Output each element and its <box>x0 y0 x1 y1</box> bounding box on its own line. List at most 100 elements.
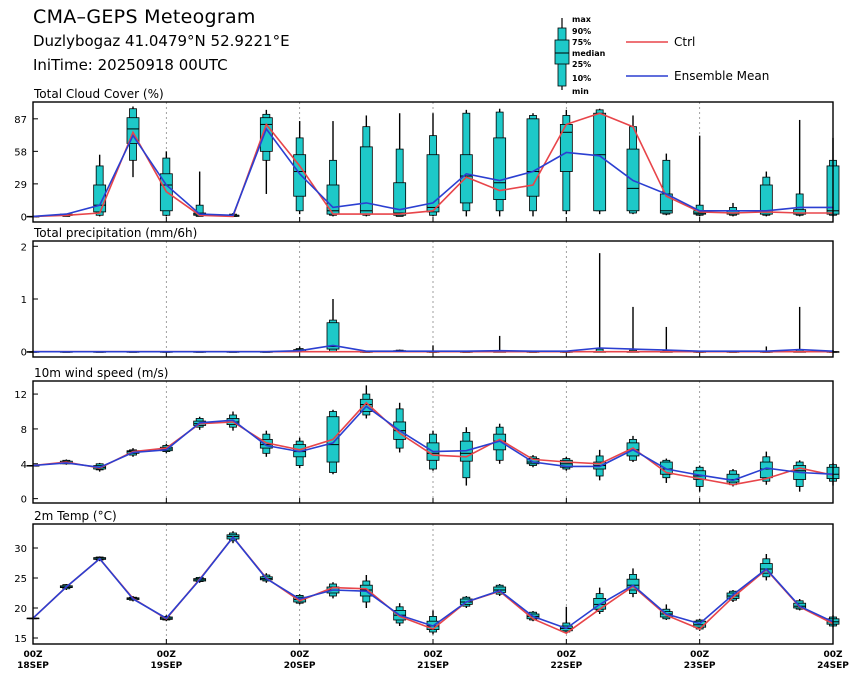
ensemble-mean-line <box>32 405 834 482</box>
legend: max 90% 75% median 25% 10% min Ctrl Ensemble M… <box>554 15 769 96</box>
panel-1: Total Cloud Cover (%) 0 29 58 87 <box>14 87 840 223</box>
box-plot <box>759 554 773 581</box>
legend-box-label: 10% <box>572 74 591 83</box>
panel-title: Total precipitation (mm/6h) <box>33 226 197 240</box>
box-plot <box>659 326 673 353</box>
box-plot <box>526 113 540 217</box>
box-plot <box>693 135 707 217</box>
x-date-label: 22SEP <box>550 661 582 671</box>
x-hour-label: 00Z <box>423 650 443 660</box>
box-inner <box>326 322 340 350</box>
box-plot <box>659 458 673 483</box>
box-plot <box>626 568 640 598</box>
box-plot <box>326 299 340 353</box>
panel-frame <box>32 380 834 504</box>
y-tick-label: 0 <box>21 495 27 506</box>
box-plot <box>293 437 307 469</box>
ctrl-line <box>32 401 834 486</box>
box-inner <box>426 154 440 213</box>
box-plot <box>793 460 807 492</box>
page-title: CMA–GEPS Meteogram <box>33 6 256 28</box>
x-date-label: 18SEP <box>17 661 49 671</box>
ensemble-mean-line <box>32 127 833 218</box>
location-label: Duzlybogaz 41.0479°N 52.9221°E <box>33 32 290 50</box>
y-tick-label: 2 <box>21 242 27 253</box>
box-plot <box>359 115 373 217</box>
box-plot <box>726 202 740 217</box>
x-hour-label: 00Z <box>823 650 843 660</box>
box-inner <box>593 112 607 212</box>
panels: Total Cloud Cover (%) 0 29 58 87 Total precip… <box>14 87 840 645</box>
box-plot <box>759 171 773 217</box>
panel-3: 10m wind speed (m/s) 0 4 8 12 <box>14 366 840 506</box>
box-plot <box>626 115 640 215</box>
legend-box-label: 75% <box>572 38 591 47</box>
y-tick-label: 12 <box>14 390 27 401</box>
box-inner <box>259 117 273 152</box>
box-inner <box>493 137 507 200</box>
y-tick-label: 1 <box>21 295 27 306</box>
box-inner <box>526 118 540 197</box>
x-date-label: 24SEP <box>817 661 849 671</box>
x-hour-label: 00Z <box>557 650 577 660</box>
legend-box-label: 25% <box>572 60 591 69</box>
x-axis-labels: 00Z18SEP00Z19SEP00Z20SEP00Z21SEP00Z22SEP… <box>17 650 849 671</box>
panel-frame <box>32 240 834 358</box>
box-inner <box>393 182 407 216</box>
box-plot <box>493 335 507 353</box>
box-plot <box>626 306 640 353</box>
ctrl-line <box>32 112 833 218</box>
legend-box-label: min <box>572 87 589 96</box>
box-inner <box>326 184 340 215</box>
box-plot <box>793 306 807 353</box>
panel-title: 2m Temp (°C) <box>34 509 117 523</box>
panel-title: Total Cloud Cover (%) <box>33 87 164 101</box>
y-tick-label: 25 <box>14 574 27 585</box>
box-plot <box>426 113 440 217</box>
box-plot <box>493 584 507 596</box>
panel-title: 10m wind speed (m/s) <box>34 366 168 380</box>
box-plot <box>659 153 673 216</box>
box-plot <box>259 109 273 194</box>
legend-box-symbol: max 90% 75% median 25% 10% min <box>554 15 606 96</box>
box-plot <box>493 108 507 217</box>
x-date-label: 23SEP <box>684 661 716 671</box>
y-tick-label: 15 <box>14 634 27 645</box>
panel-2: Total precipitation (mm/6h) 0 1 2 <box>21 226 840 359</box>
y-tick-label: 8 <box>21 425 27 436</box>
legend-box-label: median <box>572 49 606 58</box>
box-inner <box>759 184 773 215</box>
ensemble-mean-line <box>33 344 834 353</box>
box-plot <box>726 469 740 487</box>
y-tick-label: 0 <box>21 212 27 223</box>
y-tick-label: 87 <box>14 115 27 126</box>
box-plot <box>393 113 407 217</box>
legend-box-label: max <box>572 15 592 24</box>
y-tick-label: 29 <box>14 180 27 191</box>
y-tick-label: 0 <box>21 348 27 359</box>
x-date-label: 19SEP <box>150 661 182 671</box>
x-hour-label: 00Z <box>23 650 43 660</box>
box-plot <box>459 109 473 217</box>
y-tick-label: 58 <box>14 147 27 158</box>
box-plot <box>593 108 607 215</box>
legend-box-label: 90% <box>572 27 591 36</box>
legend-mean-label: Ensemble Mean <box>674 69 769 83</box>
x-hour-label: 00Z <box>290 650 310 660</box>
x-date-label: 20SEP <box>284 661 316 671</box>
x-date-label: 21SEP <box>417 661 449 671</box>
y-tick-label: 30 <box>14 544 27 555</box>
box-inner <box>793 209 807 215</box>
ensemble-mean-line <box>32 535 834 630</box>
y-tick-label: 4 <box>21 460 27 471</box>
init-time-label: IniTime: 20250918 00UTC <box>33 56 228 74</box>
panel-frame <box>32 523 834 645</box>
box-plot <box>93 154 107 217</box>
box-plot <box>593 253 607 353</box>
box-inner <box>93 184 107 213</box>
x-hour-label: 00Z <box>690 650 710 660</box>
x-hour-label: 00Z <box>157 650 177 660</box>
box-outer <box>795 193 804 216</box>
panel-frame <box>32 101 834 223</box>
panel-4: 2m Temp (°C) 15 20 25 30 <box>14 509 840 645</box>
